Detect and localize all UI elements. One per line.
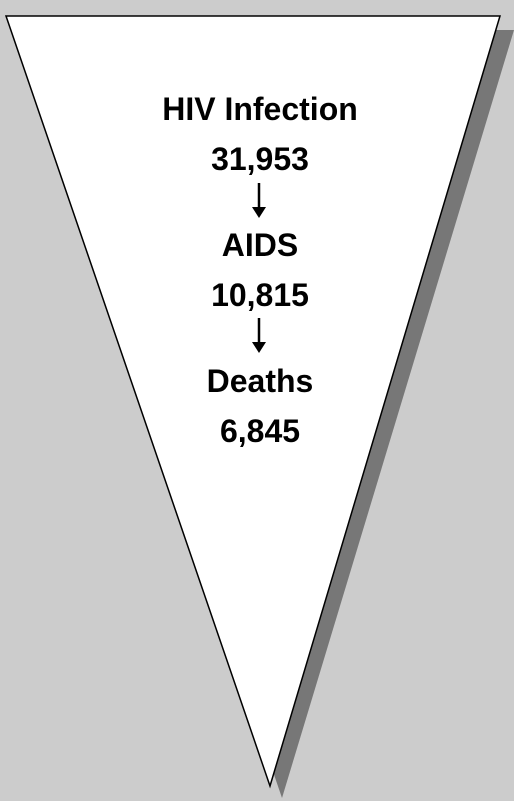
arrow-down-icon xyxy=(252,318,266,353)
arrow-down-icon xyxy=(252,183,266,218)
funnel-shape xyxy=(4,15,502,789)
stage-hiv-infection-value: 31,953 xyxy=(211,141,309,177)
stage-hiv-infection-label: HIV Infection xyxy=(162,91,358,127)
stage-aids-value: 10,815 xyxy=(211,277,309,313)
stage-aids-label: AIDS xyxy=(221,227,299,263)
stage-deaths-label: Deaths xyxy=(206,363,314,399)
stage-deaths-value: 6,845 xyxy=(219,413,301,449)
